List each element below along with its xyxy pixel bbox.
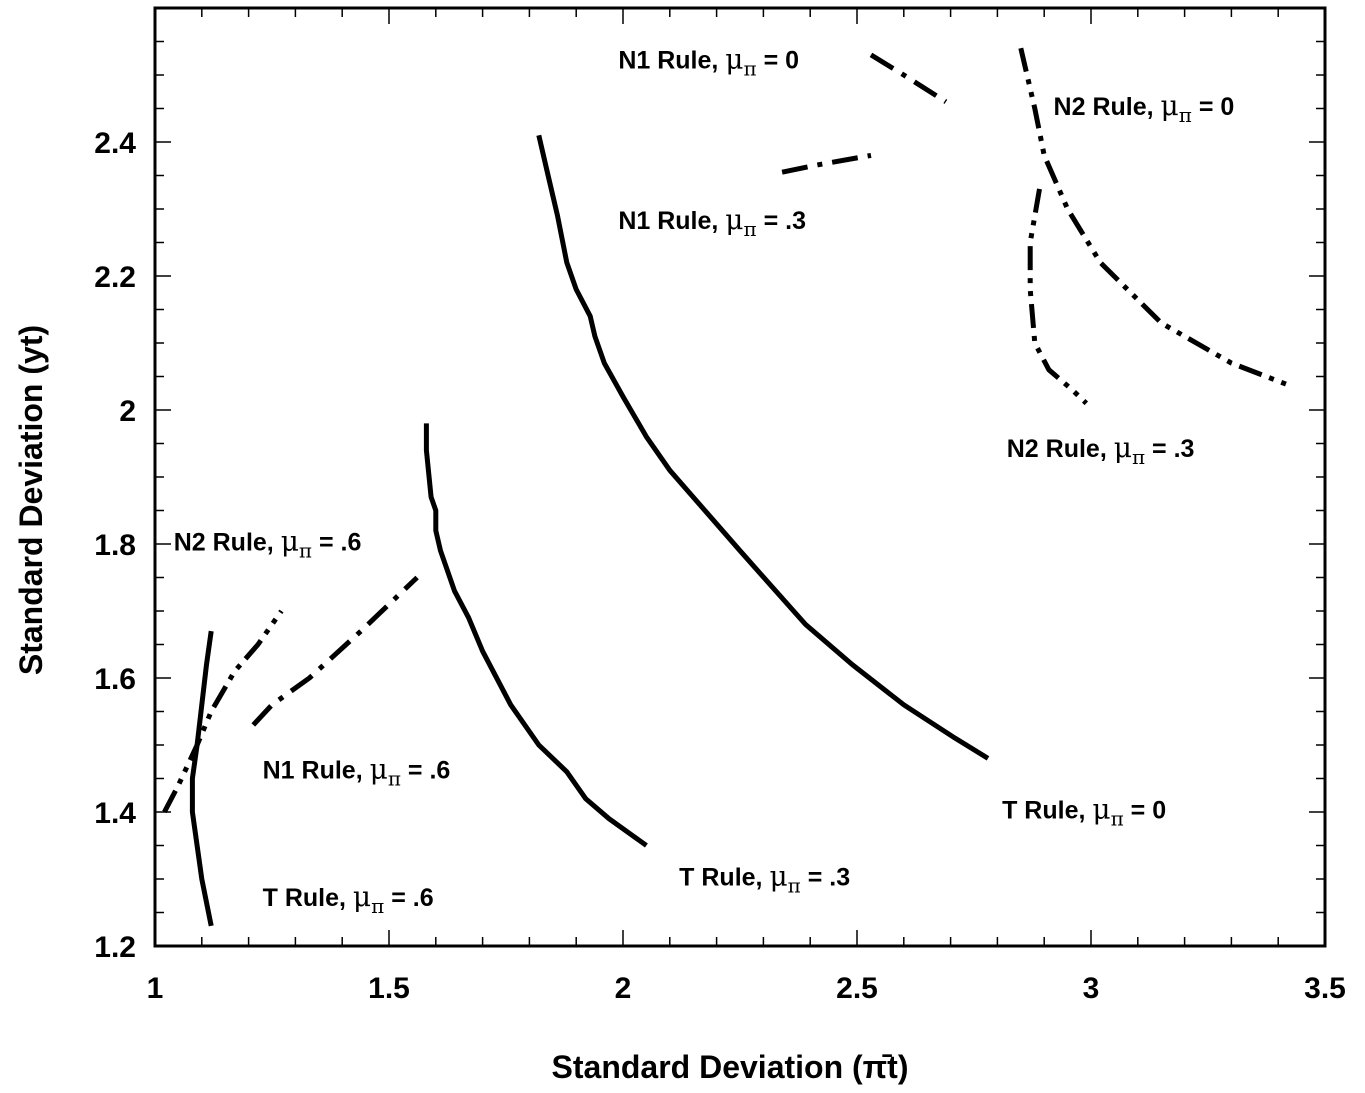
y-tick-label: 2 <box>119 395 136 428</box>
series-line <box>781 152 872 175</box>
x-axis-title: Standard Deviation (π̄t) <box>552 1049 909 1085</box>
annotations-group: N1 Rule, μπ = 0 N2 Rule, μπ = 0 N1 Rule, μ… <box>174 42 1235 918</box>
annotation-n2-6: N2 Rule, μπ = .6 <box>174 525 362 563</box>
series-group <box>162 47 1294 927</box>
series-line <box>423 423 648 848</box>
annotation-n2-0: N2 Rule, μπ = 0 <box>1054 89 1235 127</box>
series-line <box>869 52 948 104</box>
annotation-t-6: T Rule, μπ = .6 <box>263 880 434 918</box>
y-tick-labels: 1.2 1.4 1.6 1.8 2 2.2 2.4 <box>94 127 136 964</box>
x-tick-label: 1 <box>147 972 164 1005</box>
y-tick-label: 2.4 <box>94 127 136 160</box>
axis-ticks <box>154 7 1326 947</box>
x-tick-label: 1.5 <box>368 972 410 1005</box>
annotation-n1-3: N1 Rule, μπ = .3 <box>618 203 806 241</box>
y-axis-title: Standard Deviation (yt) <box>13 325 49 675</box>
annotation-n1-0: N1 Rule, μπ = 0 <box>618 42 799 80</box>
x-tick-label: 2.5 <box>836 972 878 1005</box>
y-tick-label: 1.4 <box>94 797 136 830</box>
annotation-n2-3: N2 Rule, μπ = .3 <box>1007 431 1195 469</box>
y-tick-label: 1.6 <box>94 663 136 696</box>
series-line <box>162 609 284 814</box>
annotation-t-3: T Rule, μπ = .3 <box>679 860 850 898</box>
series-line <box>1018 47 1294 389</box>
y-tick-label: 2.2 <box>94 261 136 294</box>
x-tick-label: 3 <box>1083 972 1100 1005</box>
y-tick-label: 1.8 <box>94 529 136 562</box>
series-line <box>251 575 419 727</box>
series-line <box>536 134 990 761</box>
y-tick-label: 1.2 <box>94 931 136 964</box>
x-tick-labels: 1 1.5 2 2.5 3 3.5 <box>147 972 1346 1005</box>
annotation-t-0: T Rule, μπ = 0 <box>1002 793 1166 831</box>
annotation-n1-6: N1 Rule, μπ = .6 <box>263 753 451 791</box>
series-line <box>189 630 214 927</box>
x-tick-label: 3.5 <box>1304 972 1346 1005</box>
x-tick-label: 2 <box>615 972 632 1005</box>
